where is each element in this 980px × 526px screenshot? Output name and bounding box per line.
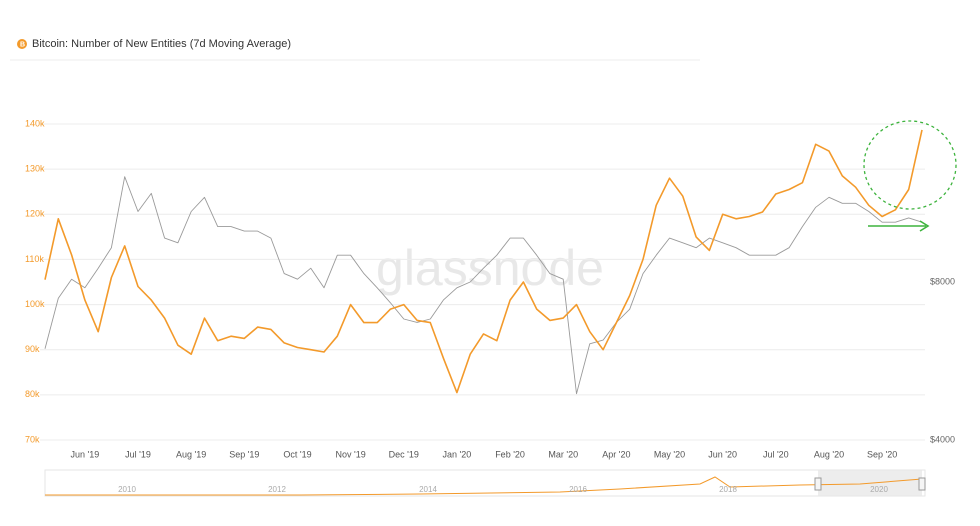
x-tick-label: Jul '20	[763, 449, 789, 459]
x-tick-label: Sep '20	[867, 449, 897, 459]
y-tick-label: 80k	[25, 389, 40, 399]
series-line	[44, 176, 923, 395]
x-tick-label: Aug '19	[176, 449, 206, 459]
navigator-label: 2012	[268, 485, 286, 494]
navigator-handle[interactable]	[918, 477, 926, 491]
x-tick-label: Jun '20	[708, 449, 737, 459]
y2-tick-label: $8000	[930, 276, 955, 286]
navigator	[44, 469, 926, 497]
y-tick-label: 70k	[25, 434, 40, 444]
x-tick-label: Jul '19	[125, 449, 151, 459]
x-tick-label: Jan '20	[443, 449, 472, 459]
series-line	[44, 129, 923, 394]
x-tick-label: Apr '20	[602, 449, 630, 459]
y-tick-label: 130k	[25, 164, 45, 174]
y-tick-label: 140k	[25, 118, 45, 128]
navigator-label: 2016	[569, 485, 587, 494]
x-tick-label: Sep '19	[229, 449, 259, 459]
y-tick-label: 90k	[25, 344, 40, 354]
bitcoin-icon	[17, 39, 27, 49]
x-tick-label: Dec '19	[389, 449, 419, 459]
x-tick-label: Mar '20	[548, 449, 578, 459]
highlight-arrow-head	[919, 220, 930, 232]
x-tick-label: Feb '20	[495, 449, 525, 459]
navigator-label: 2010	[118, 485, 136, 494]
x-tick-label: Jun '19	[70, 449, 99, 459]
x-tick-label: Nov '19	[336, 449, 366, 459]
bitcoin-icon-glyph: B	[20, 41, 25, 48]
navigator-label: 2020	[870, 485, 888, 494]
x-tick-label: May '20	[654, 449, 685, 459]
y-tick-label: 120k	[25, 209, 45, 219]
plot-area: 70k 80k 90k 100k 110k 120k 130k 140k $4000 $8000 J…	[25, 118, 955, 459]
navigator-label: 2014	[419, 485, 437, 494]
watermark: glassnode	[376, 240, 604, 296]
chart-title: Bitcoin: Number of New Entities (7d Movi…	[32, 38, 291, 50]
navigator-label: 2018	[719, 485, 737, 494]
y-tick-label: 110k	[25, 254, 44, 264]
x-tick-label: Oct '19	[283, 449, 311, 459]
y-tick-label: 100k	[25, 299, 45, 309]
y2-tick-label: $4000	[930, 434, 955, 444]
navigator-handle[interactable]	[814, 477, 822, 491]
x-tick-label: Aug '20	[814, 449, 844, 459]
highlight-circle	[863, 120, 957, 210]
